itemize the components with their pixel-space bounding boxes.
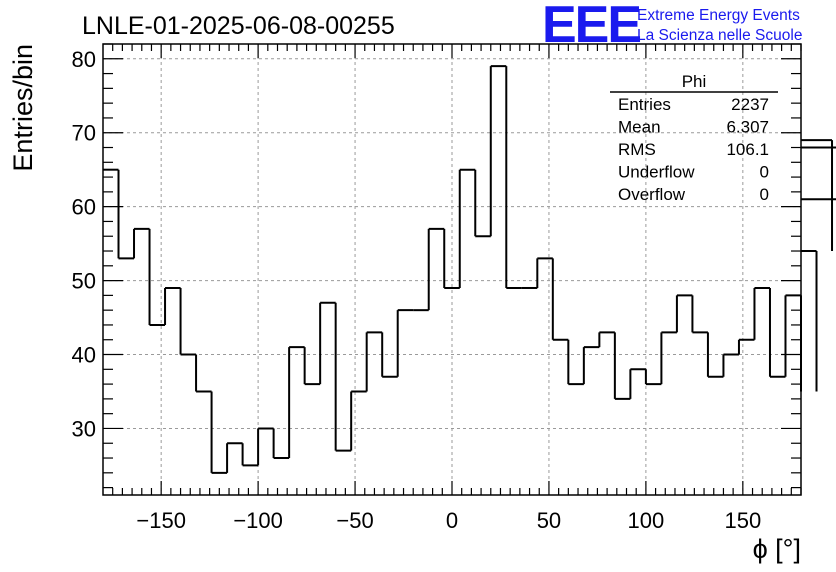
histogram-bin-42: [753, 286, 770, 340]
histogram-bin-13: [303, 347, 321, 386]
y-tick-label: 40: [72, 343, 96, 368]
histogram-bin-15: [334, 302, 352, 452]
eee-logo-text: EEE: [542, 0, 640, 54]
histogram-bin-48: [801, 198, 836, 201]
x-tick-label: −150: [136, 508, 186, 533]
histogram-bin-28: [536, 257, 553, 288]
histogram-bin-24: [474, 169, 491, 238]
x-tick-labels: −150 −100 −50 0 50 100 150: [136, 508, 761, 533]
axis-ticks: [103, 43, 802, 495]
eee-logo-line2: La Scienza nelle Scuole: [637, 27, 802, 44]
y-tick-label: 30: [72, 416, 96, 441]
stats-row-value: 106.1: [726, 140, 769, 159]
x-axis-label: ϕ [°]: [753, 534, 801, 564]
x-tick-label: 150: [724, 508, 761, 533]
histogram-bin-33: [613, 332, 631, 400]
eee-logo-line1: Extreme Energy Events: [637, 7, 800, 24]
stats-row-value: 0: [760, 185, 769, 204]
histogram-bin-41: [737, 338, 755, 355]
histogram-bin-16: [350, 390, 367, 451]
stats-row-label: Underflow: [618, 163, 695, 182]
histogram-bin-34: [629, 368, 646, 399]
histogram-bin-47: [801, 139, 834, 252]
histogram-bin-8: [226, 442, 243, 473]
chart-title: LNLE-01-2025-06-08-00255: [82, 12, 395, 40]
histogram-bin-32: [598, 331, 615, 348]
stats-box: Phi Entries 2237 Mean 6.307 RMS 106.1 Underflo…: [610, 72, 778, 204]
histogram-bin-29: [551, 258, 569, 341]
histogram-bin-40: [722, 353, 739, 377]
y-tick-label: 70: [72, 121, 96, 146]
y-tick-labels: 30 40 50 60 70 80: [72, 47, 96, 442]
histogram-bin-21: [427, 227, 445, 311]
histogram-bin-10: [257, 427, 274, 466]
eee-logo: EEE Extreme Energy Events La Scienza nel…: [542, 0, 802, 54]
histogram-bin-17: [365, 331, 383, 392]
stats-row-label: Overflow: [618, 185, 686, 204]
histogram-bin-18: [381, 332, 398, 378]
histogram-bin-2: [133, 227, 150, 259]
stats-box-rows: Entries 2237 Mean 6.307 RMS 106.1 Underflow 0 Ov…: [618, 95, 769, 204]
histogram-bin-12: [288, 346, 305, 459]
histogram-bin-14: [319, 301, 336, 385]
histogram-bin-1: [117, 169, 135, 260]
histogram-bin-30: [567, 339, 584, 386]
x-tick-label: −100: [233, 508, 283, 533]
stats-row-value: 6.307: [726, 118, 769, 137]
histogram-bin-11: [272, 428, 290, 460]
grid-lines: [103, 44, 801, 495]
x-tick-label: 100: [628, 508, 665, 533]
histogram-bin-25: [489, 65, 507, 237]
histogram-bin-4: [164, 286, 181, 325]
histogram-bin-6: [195, 354, 212, 393]
stats-row-value: 0: [760, 163, 769, 182]
stats-row-label: Mean: [618, 118, 661, 137]
y-tick-label: 60: [72, 195, 96, 220]
histogram-bin-49: [801, 146, 836, 149]
stats-box-title: Phi: [682, 72, 707, 91]
histogram-bin-38: [691, 295, 708, 334]
histogram-bin-31: [582, 346, 600, 385]
y-tick-label: 80: [72, 47, 96, 72]
histogram-bin-26: [505, 66, 522, 289]
histogram-bin-23: [458, 168, 476, 288]
histogram-bin-9: [241, 443, 259, 467]
histogram-bin-46: [801, 250, 818, 392]
histogram-bin-7: [210, 391, 228, 474]
x-tick-label: −50: [336, 508, 373, 533]
histogram-bin-37: [675, 294, 693, 333]
histogram-bin-36: [660, 331, 677, 385]
stats-row-label: Entries: [618, 95, 671, 114]
histogram-bin-43: [768, 287, 786, 378]
histogram-bin-3: [148, 228, 166, 326]
histogram-bin-5: [179, 287, 197, 356]
x-tick-label: 50: [537, 508, 561, 533]
stats-row-label: RMS: [618, 140, 656, 159]
histogram-series: [103, 65, 836, 474]
stats-row-value: 2237: [731, 95, 769, 114]
histogram-bin-35: [644, 369, 662, 386]
x-tick-label: 0: [446, 508, 458, 533]
histogram-bin-22: [443, 228, 460, 289]
histogram-bin-39: [706, 332, 724, 378]
y-axis-label: Entries/bin: [8, 44, 38, 172]
histogram-bin-19: [396, 309, 414, 377]
y-tick-label: 50: [72, 269, 96, 294]
